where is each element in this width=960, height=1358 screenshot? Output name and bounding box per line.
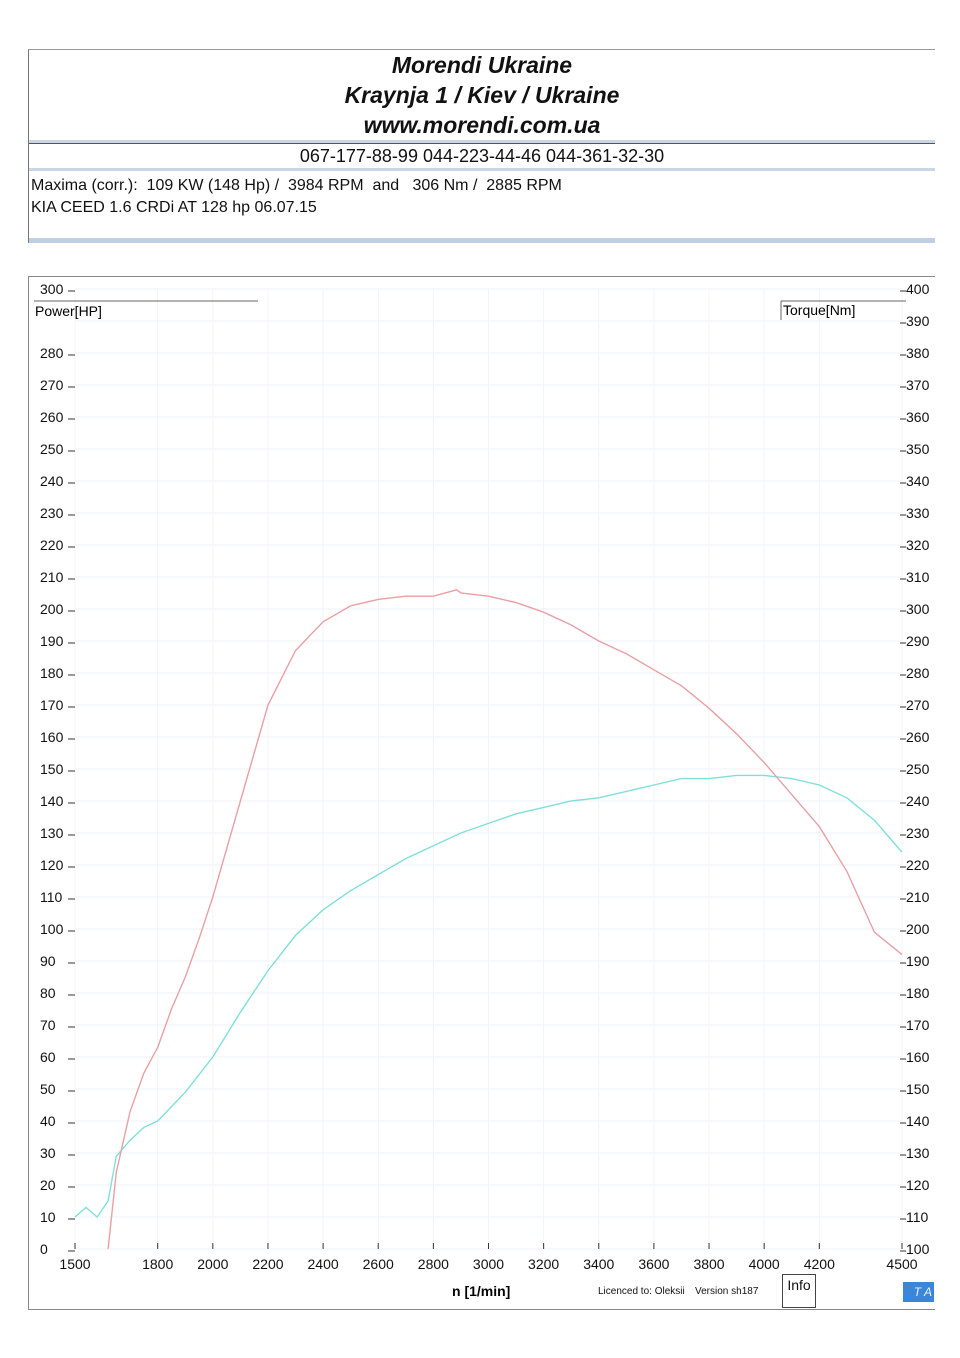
- phones-separator: [29, 168, 935, 171]
- report-header: Morendi Ukraine Kraynja 1 / Kiev / Ukrai…: [28, 49, 935, 243]
- header-separator: [29, 140, 935, 143]
- header-bottom-stripe: [29, 238, 935, 243]
- maxima-summary: Maxima (corr.): 109 KW (148 Hp) / 3984 R…: [31, 177, 562, 194]
- company-address: Kraynja 1 / Kiev / Ukraine: [344, 82, 620, 108]
- vehicle-description: KIA CEED 1.6 CRDi AT 128 hp 06.07.15: [31, 199, 317, 216]
- company-phones: 067-177-88-99 044-223-44-46 044-361-32-3…: [299, 146, 665, 166]
- licence-text: Licenced to: Oleksii: [598, 1286, 685, 1297]
- version-text: Version sh187: [695, 1286, 759, 1297]
- dyno-chart-frame: [28, 276, 935, 1310]
- company-website: www.morendi.com.ua: [363, 112, 601, 138]
- header-separator-line: [29, 143, 935, 144]
- company-name: Morendi Ukraine: [391, 52, 573, 78]
- info-button-label: Info: [787, 1277, 811, 1293]
- ta-badge: T A: [903, 1282, 934, 1302]
- info-button[interactable]: Info: [782, 1274, 816, 1308]
